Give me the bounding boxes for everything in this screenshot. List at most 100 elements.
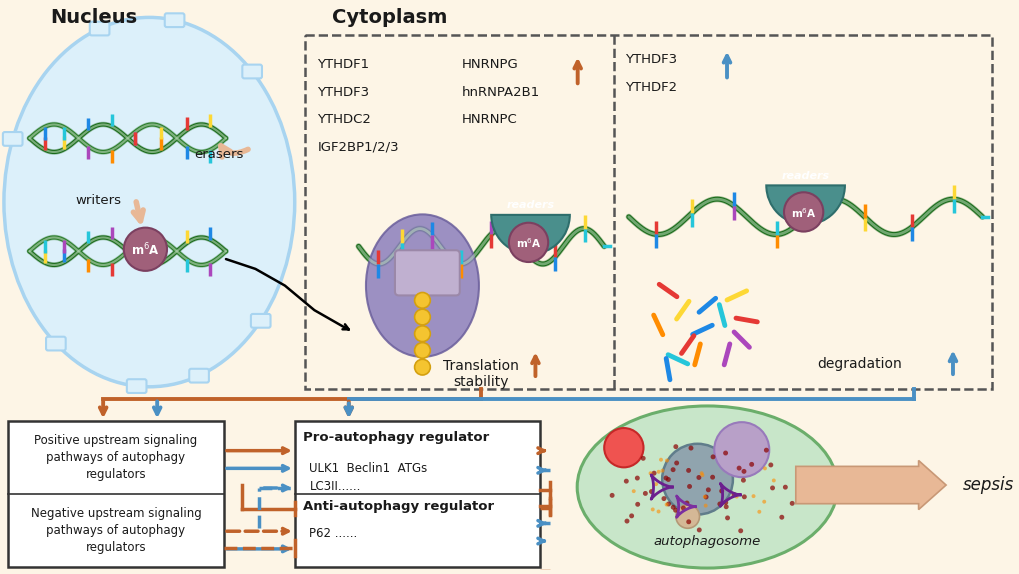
Circle shape (779, 515, 784, 519)
FancyArrow shape (795, 460, 946, 510)
Circle shape (603, 428, 643, 467)
Circle shape (722, 500, 728, 505)
Text: YTHDF3: YTHDF3 (625, 53, 677, 66)
Circle shape (716, 502, 721, 506)
FancyBboxPatch shape (243, 65, 262, 79)
Circle shape (624, 479, 628, 484)
Wedge shape (765, 185, 844, 224)
Circle shape (789, 501, 794, 506)
Circle shape (709, 475, 714, 480)
FancyBboxPatch shape (3, 132, 22, 146)
Circle shape (669, 467, 675, 472)
Circle shape (757, 510, 760, 514)
Circle shape (700, 473, 704, 477)
Circle shape (663, 475, 667, 480)
Text: degradation: degradation (816, 358, 901, 371)
Circle shape (653, 482, 657, 486)
FancyArrowPatch shape (133, 202, 143, 221)
Circle shape (642, 491, 647, 496)
Circle shape (665, 502, 671, 506)
Text: autophagosome: autophagosome (653, 534, 760, 548)
Text: HNRNPG: HNRNPG (462, 58, 518, 71)
Circle shape (634, 476, 639, 480)
Text: P62 ......: P62 ...... (309, 528, 358, 540)
Circle shape (414, 359, 430, 375)
Circle shape (763, 448, 768, 453)
Text: HNRNPC: HNRNPC (462, 113, 517, 126)
Circle shape (710, 455, 714, 459)
Circle shape (414, 309, 430, 325)
Circle shape (686, 468, 691, 473)
Wedge shape (491, 215, 570, 254)
FancyArrowPatch shape (221, 146, 248, 157)
Text: Translation
stability: Translation stability (443, 359, 519, 390)
Circle shape (738, 528, 743, 533)
Text: IGF2BP1/2/3: IGF2BP1/2/3 (317, 141, 398, 154)
Circle shape (741, 469, 746, 474)
Circle shape (723, 505, 728, 509)
Circle shape (762, 467, 766, 470)
Circle shape (624, 519, 629, 523)
FancyBboxPatch shape (394, 250, 460, 296)
Circle shape (648, 489, 653, 494)
Circle shape (718, 488, 723, 494)
Circle shape (725, 515, 730, 521)
Circle shape (688, 445, 693, 451)
Circle shape (629, 513, 634, 518)
Circle shape (731, 492, 736, 497)
Ellipse shape (577, 406, 837, 568)
Circle shape (656, 470, 660, 474)
Circle shape (696, 528, 701, 533)
Text: YTHDF3: YTHDF3 (317, 86, 369, 99)
Circle shape (631, 489, 635, 493)
Circle shape (749, 462, 753, 467)
Circle shape (686, 519, 691, 524)
Circle shape (640, 456, 645, 461)
Text: m$^6$A: m$^6$A (130, 242, 160, 258)
Circle shape (664, 503, 668, 506)
Circle shape (673, 444, 678, 449)
Text: Nucleus: Nucleus (50, 8, 137, 28)
Text: writers: writers (75, 193, 121, 207)
Text: YTHDF1: YTHDF1 (317, 58, 369, 71)
Circle shape (658, 457, 662, 461)
FancyBboxPatch shape (126, 379, 147, 393)
Text: YTHDF2: YTHDF2 (625, 81, 677, 94)
Text: Negative upstream signaling
pathways of autophagy
regulators: Negative upstream signaling pathways of … (31, 507, 201, 554)
Circle shape (123, 228, 167, 271)
Circle shape (661, 444, 733, 514)
Text: Cytoplasm: Cytoplasm (332, 8, 447, 28)
Bar (8, 421, 224, 567)
Circle shape (635, 502, 640, 507)
Circle shape (702, 495, 706, 499)
Circle shape (767, 463, 772, 467)
Circle shape (740, 478, 745, 483)
Circle shape (651, 471, 656, 476)
Circle shape (674, 460, 679, 466)
Circle shape (736, 466, 741, 471)
Circle shape (703, 503, 707, 507)
Circle shape (722, 451, 728, 456)
Ellipse shape (366, 214, 479, 357)
Circle shape (771, 479, 775, 482)
Text: readers: readers (781, 170, 828, 181)
Circle shape (671, 505, 675, 510)
Circle shape (661, 496, 665, 501)
Text: erasers: erasers (195, 149, 244, 161)
FancyBboxPatch shape (251, 314, 270, 328)
Circle shape (751, 494, 755, 498)
Circle shape (783, 484, 787, 490)
Ellipse shape (4, 17, 294, 387)
Circle shape (508, 223, 547, 262)
Circle shape (414, 326, 430, 342)
Circle shape (414, 343, 430, 358)
Circle shape (784, 192, 822, 231)
Circle shape (741, 494, 746, 499)
FancyBboxPatch shape (165, 13, 184, 27)
FancyBboxPatch shape (46, 337, 65, 351)
Circle shape (681, 506, 685, 510)
Circle shape (414, 293, 430, 308)
Circle shape (665, 477, 671, 482)
Circle shape (713, 422, 768, 477)
Text: readers: readers (506, 200, 554, 210)
